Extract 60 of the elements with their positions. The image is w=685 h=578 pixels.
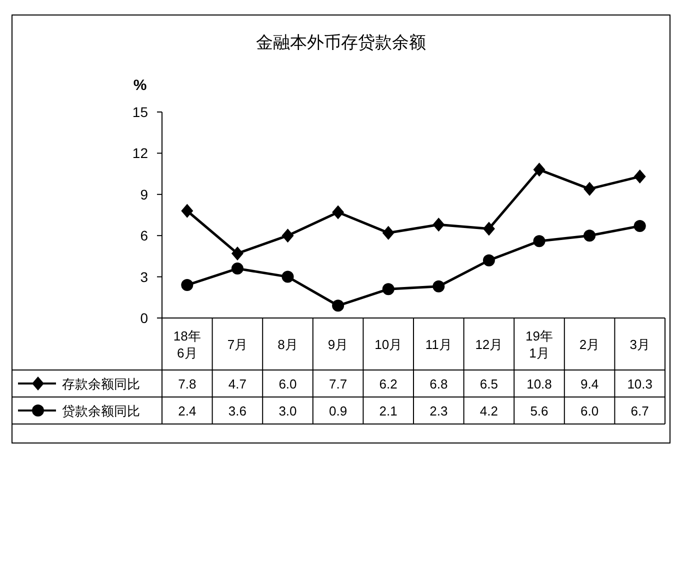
point bbox=[181, 279, 194, 292]
data-label: 6.2 bbox=[379, 376, 398, 392]
point bbox=[634, 170, 646, 184]
data-label: 7.8 bbox=[178, 376, 196, 392]
point bbox=[282, 228, 294, 243]
x-tick-label: 12月 bbox=[475, 337, 503, 352]
data-label: 6.7 bbox=[630, 404, 649, 418]
legend-label: 存款余额同比 bbox=[62, 376, 140, 392]
x-tick-label: 2月 bbox=[579, 337, 600, 352]
y-tick-label: 3 bbox=[140, 268, 148, 285]
point bbox=[332, 205, 344, 220]
data-label: 3.0 bbox=[278, 404, 297, 418]
chart-title: 金融本外币存贷款余额 bbox=[256, 33, 426, 52]
data-label: 4.2 bbox=[480, 404, 498, 418]
x-tick-label: 9月 bbox=[328, 337, 348, 352]
point bbox=[382, 283, 394, 296]
x-tick-label: 3月 bbox=[630, 337, 650, 352]
x-tick-label: 7月 bbox=[227, 337, 248, 352]
point bbox=[231, 262, 244, 275]
data-label: 10.3 bbox=[627, 376, 653, 392]
data-label: 9.4 bbox=[580, 376, 599, 392]
point bbox=[482, 222, 495, 236]
data-label: 2.4 bbox=[178, 404, 196, 418]
data-label: 6.5 bbox=[480, 376, 498, 392]
point bbox=[432, 218, 445, 232]
y-tick-label: 15 bbox=[132, 104, 148, 120]
point bbox=[282, 270, 294, 283]
y-tick-label: 0 bbox=[140, 310, 148, 326]
data-label: 2.3 bbox=[430, 404, 448, 418]
x-tick-label: 18年 6月 bbox=[173, 328, 201, 360]
data-label: 6.0 bbox=[580, 404, 599, 418]
point bbox=[482, 254, 495, 266]
data-label: 0.9 bbox=[329, 404, 348, 418]
data-label: 6.8 bbox=[430, 376, 448, 392]
y-tick-label: 6 bbox=[140, 228, 148, 244]
x-tick-label: 10月 bbox=[374, 337, 402, 352]
point bbox=[584, 182, 596, 196]
point bbox=[533, 235, 546, 248]
data-label: 5.6 bbox=[530, 404, 548, 418]
y-tick-label: 12 bbox=[132, 145, 148, 162]
point bbox=[634, 220, 646, 232]
x-tick-label: 19年 1月 bbox=[526, 328, 553, 360]
y-tick-label: 9 bbox=[140, 186, 148, 202]
data-label: 7.7 bbox=[329, 376, 348, 392]
y-axis-title: % bbox=[133, 77, 147, 94]
data-label: 2.1 bbox=[379, 404, 398, 418]
point bbox=[382, 226, 394, 240]
point bbox=[533, 162, 546, 177]
x-tick-label: 11月 bbox=[425, 337, 452, 352]
x-tick-label: 8月 bbox=[278, 337, 298, 352]
data-label: 4.7 bbox=[228, 376, 246, 392]
data-label: 10.8 bbox=[526, 376, 552, 392]
point bbox=[432, 280, 445, 292]
data-label: 6.0 bbox=[278, 376, 297, 392]
data-label: 3.6 bbox=[228, 404, 246, 418]
point bbox=[584, 230, 596, 242]
legend-label: 贷款余额同比 bbox=[62, 404, 140, 418]
point bbox=[181, 204, 194, 218]
point bbox=[231, 246, 244, 260]
point bbox=[332, 300, 344, 312]
